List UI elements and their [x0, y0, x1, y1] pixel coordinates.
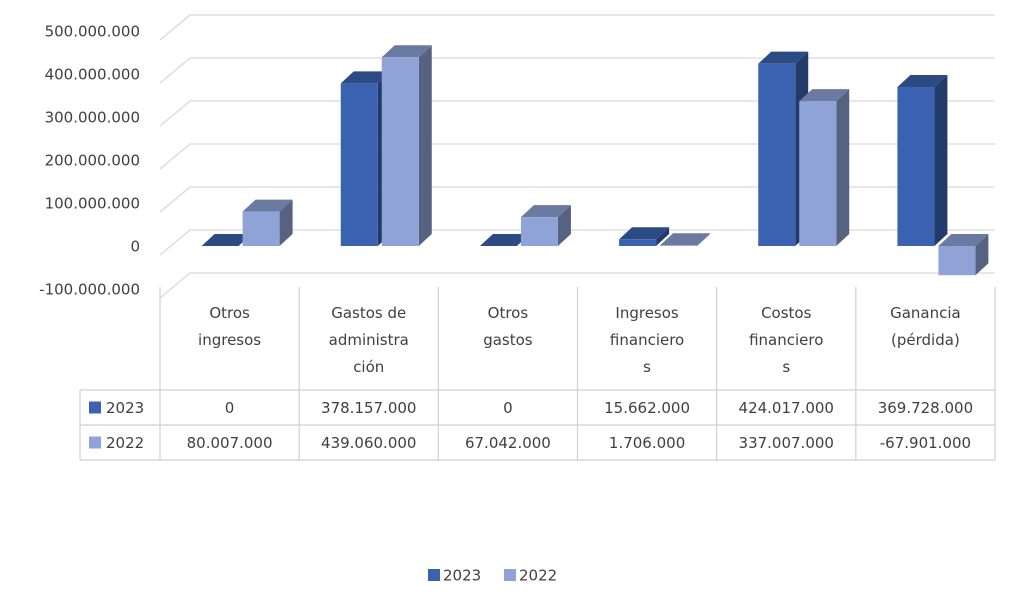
bar-top: [381, 45, 432, 58]
y-tick-label: 300.000.000: [45, 109, 140, 127]
x-tick-label-line: Otros: [209, 304, 250, 322]
x-tick-label: Otros gastos: [483, 304, 533, 349]
data-label: 439.060.000: [321, 434, 416, 452]
y-tick-label: 0: [130, 238, 140, 256]
bar-top: [938, 234, 989, 246]
x-tick-label-line: financiero: [749, 331, 823, 349]
bar: [520, 217, 558, 246]
data-label: 1.706.000: [609, 434, 685, 452]
data-label: 80.007.000: [187, 434, 273, 452]
bar-side: [279, 199, 293, 246]
grid-line: [159, 272, 995, 299]
bar: [242, 211, 280, 246]
bar-side: [697, 233, 711, 246]
bar-side: [934, 75, 948, 246]
bar-top: [660, 233, 711, 246]
data-label: 15.662.000: [604, 399, 690, 417]
data-label: 378.157.000: [321, 399, 416, 417]
x-tick-label-line: s: [782, 358, 790, 376]
bar-side: [656, 227, 670, 246]
x-tick-label-line: ingresos: [198, 331, 261, 349]
x-tick-label: Costos financiero s: [749, 304, 823, 376]
x-tick-label-line: (pérdida): [891, 331, 960, 349]
bar-top: [520, 205, 571, 218]
legend-key: [428, 569, 440, 581]
x-tick-label: Ganancia (pérdida): [890, 304, 961, 349]
x-tick-label: Otros ingresos: [198, 304, 261, 349]
x-tick-label-line: Ganancia: [890, 304, 961, 322]
series-label: 2022: [106, 434, 144, 452]
data-label: 369.728.000: [878, 399, 973, 417]
bar: [938, 246, 976, 276]
bar: [799, 101, 837, 246]
series-label: 2023: [106, 399, 144, 417]
x-tick-label-line: financiero: [610, 331, 684, 349]
bar: [619, 239, 657, 246]
bar-side: [975, 234, 989, 276]
bar-side: [418, 45, 432, 247]
data-label: 337.007.000: [739, 434, 834, 452]
bar: [660, 245, 698, 246]
x-tick-label-line: Otros: [488, 304, 529, 322]
y-tick-label: 400.000.000: [45, 66, 140, 84]
x-tick-label-line: administra: [329, 331, 409, 349]
bar-top: [340, 71, 391, 84]
legend-key: [89, 401, 101, 414]
x-tick-label-line: gastos: [483, 331, 533, 349]
x-tick-label: Gastos de administra ción: [329, 304, 409, 376]
grid-line: [159, 186, 995, 213]
bar: [381, 57, 419, 247]
bar-top: [479, 234, 530, 246]
x-tick-label-line: Ingresos: [615, 304, 679, 322]
grid-line: [159, 57, 995, 84]
grid-line: [159, 100, 995, 127]
y-tick-label: 200.000.000: [45, 152, 140, 170]
x-tick-label-line: ción: [353, 358, 384, 376]
data-label: 424.017.000: [739, 399, 834, 417]
y-tick-label: 500.000.000: [45, 23, 140, 41]
y-tick-label: 100.000.000: [45, 195, 140, 213]
bar-top: [758, 51, 809, 64]
data-label: -67.901.000: [880, 434, 971, 452]
bar-top: [897, 75, 948, 88]
legend-key: [89, 436, 101, 449]
bar-side: [557, 205, 571, 246]
x-tick-label-line: s: [643, 358, 651, 376]
data-label: 0: [225, 399, 235, 417]
grid-line: [159, 229, 995, 256]
bar: [340, 83, 378, 246]
bar: [897, 87, 935, 246]
grid-line: [159, 14, 995, 41]
bar-top: [242, 199, 293, 212]
x-tick-label: Ingresos financiero s: [610, 304, 684, 376]
bar: [758, 63, 796, 246]
y-tick-label: -100.000.000: [39, 281, 140, 299]
bar-side: [836, 89, 850, 246]
x-tick-label-line: Costos: [761, 304, 812, 322]
legend-key: [504, 569, 516, 581]
bar-top: [799, 89, 850, 102]
bar-top: [619, 227, 670, 240]
x-tick-label-line: Gastos de: [331, 304, 406, 322]
bar-top: [201, 234, 252, 246]
data-label: 67.042.000: [465, 434, 551, 452]
legend-label: 2023: [443, 567, 481, 585]
legend-label: 2022: [519, 567, 557, 585]
grid-line: [159, 143, 995, 170]
data-label: 0: [503, 399, 513, 417]
